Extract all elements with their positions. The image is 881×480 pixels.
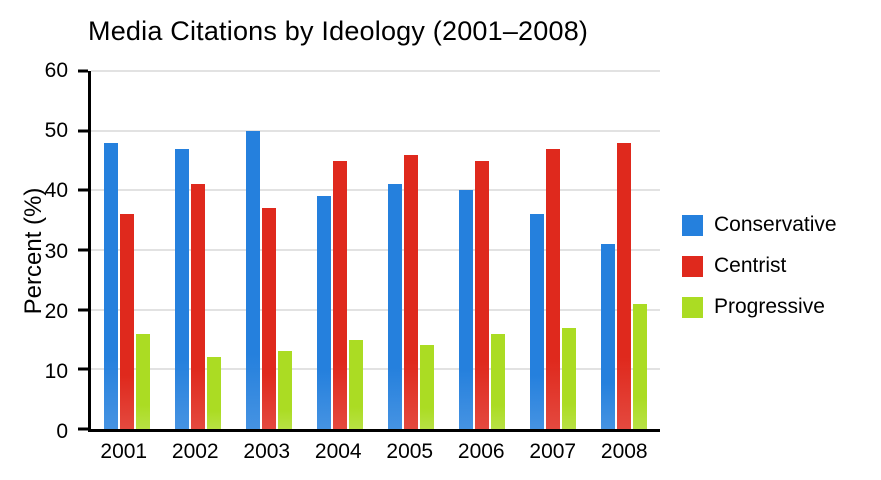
x-tick-label-2004: 2004 xyxy=(314,440,362,463)
gridline xyxy=(91,70,660,72)
y-tick-mark xyxy=(78,69,88,73)
y-tick-label: 60 xyxy=(44,59,68,82)
legend-swatch-progressive xyxy=(682,296,703,318)
gridline xyxy=(91,249,660,251)
y-tick-mark xyxy=(78,308,88,312)
x-tick-label-2005: 2005 xyxy=(386,440,434,463)
bar-conservative-2001 xyxy=(103,142,118,429)
y-tick-mark xyxy=(78,248,88,252)
bar-centrist-2001 xyxy=(119,214,134,429)
bar-centrist-2005 xyxy=(404,154,419,429)
y-tick-mark xyxy=(78,129,88,133)
bar-group-2002 xyxy=(162,71,233,429)
legend-item-centrist: Centrist xyxy=(682,254,837,278)
y-tick-label: 20 xyxy=(44,299,68,323)
y-tick-label: 40 xyxy=(44,179,68,203)
bar-conservative-2005 xyxy=(388,184,403,429)
y-tick-label: 50 xyxy=(44,119,68,143)
x-tick-label-2007: 2007 xyxy=(529,440,577,463)
bar-group-2003 xyxy=(233,71,304,429)
bar-groups xyxy=(91,71,660,429)
bar-conservative-2004 xyxy=(316,196,331,429)
bar-conservative-2008 xyxy=(601,244,616,429)
x-tick-label-2001: 2001 xyxy=(100,440,148,463)
y-tick-mark xyxy=(78,188,88,192)
legend-item-progressive: Progressive xyxy=(682,295,837,319)
bar-progressive-2003 xyxy=(277,351,292,429)
bar-group-2004 xyxy=(304,71,375,429)
bar-progressive-2007 xyxy=(562,327,577,429)
gridline xyxy=(91,130,660,132)
y-tick-label: 0 xyxy=(56,420,68,443)
bar-centrist-2006 xyxy=(475,160,490,429)
bar-progressive-2001 xyxy=(135,333,150,429)
legend-label-conservative: Conservative xyxy=(714,213,837,236)
x-tick-label-2003: 2003 xyxy=(243,440,291,463)
legend: Conservative Centrist Progressive xyxy=(682,213,837,319)
bar-conservative-2007 xyxy=(530,214,545,429)
bar-centrist-2002 xyxy=(190,184,205,429)
bar-group-2008 xyxy=(589,71,660,429)
bar-group-2006 xyxy=(447,71,518,429)
legend-item-conservative: Conservative xyxy=(682,213,837,237)
legend-label-progressive: Progressive xyxy=(714,295,825,318)
gridline xyxy=(91,189,660,191)
bar-conservative-2006 xyxy=(459,190,474,429)
y-tick-label: 30 xyxy=(44,239,68,263)
bar-progressive-2008 xyxy=(633,303,648,429)
x-tick-labels: 2001 2002 2003 2004 2005 2006 2007 2008 xyxy=(88,440,660,464)
gridline xyxy=(91,368,660,370)
bar-progressive-2004 xyxy=(348,339,363,429)
bar-centrist-2004 xyxy=(332,160,347,429)
bar-progressive-2005 xyxy=(420,345,435,429)
bar-centrist-2007 xyxy=(546,148,561,429)
bar-group-2007 xyxy=(518,71,589,429)
x-tick-label-2002: 2002 xyxy=(171,440,219,463)
plot-area xyxy=(78,69,660,432)
x-tick-label-2006: 2006 xyxy=(457,440,505,463)
bar-progressive-2006 xyxy=(491,333,506,429)
bar-group-2005 xyxy=(376,71,447,429)
y-tick-labels: 0 10 20 30 40 50 60 xyxy=(0,59,88,443)
bar-conservative-2002 xyxy=(174,148,189,429)
y-tick-mark xyxy=(78,427,88,431)
gridline xyxy=(91,309,660,311)
x-tick-label-2008: 2008 xyxy=(600,440,648,463)
bar-centrist-2008 xyxy=(617,142,632,429)
legend-label-centrist: Centrist xyxy=(714,254,787,277)
bar-progressive-2002 xyxy=(206,357,221,429)
y-tick-mark xyxy=(78,367,88,371)
chart-title: Media Citations by Ideology (2001–2008) xyxy=(88,16,589,46)
legend-swatch-conservative xyxy=(682,214,703,236)
bar-group-2001 xyxy=(91,71,162,429)
bar-conservative-2003 xyxy=(245,130,260,429)
bar-centrist-2003 xyxy=(261,208,276,429)
y-tick-label: 10 xyxy=(44,359,68,383)
legend-swatch-centrist xyxy=(682,255,703,277)
